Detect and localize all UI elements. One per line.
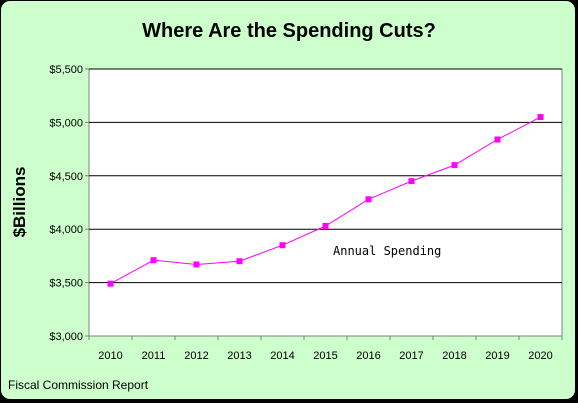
data-point <box>279 242 286 249</box>
data-point <box>236 258 243 265</box>
x-tick-label: 2019 <box>485 350 509 362</box>
x-tick-label: 2020 <box>528 350 552 362</box>
data-point <box>537 114 544 121</box>
x-tick-labels: 2010 2011 2012 2013 2014 2015 2016 2017 2018 2019… <box>98 350 552 362</box>
x-tick-marks <box>88 336 563 340</box>
x-tick-label: 2011 <box>142 350 166 362</box>
x-tick-label: 2017 <box>399 350 423 362</box>
y-tick-label: $3,500 <box>49 278 83 290</box>
x-tick-label: 2018 <box>442 350 466 362</box>
y-tick-label: $4,000 <box>49 224 83 236</box>
data-point <box>494 136 501 143</box>
y-tick-label: $5,500 <box>49 64 83 76</box>
data-point <box>365 196 372 203</box>
data-point <box>107 280 114 287</box>
data-point <box>451 162 458 169</box>
data-point <box>193 261 200 268</box>
series-points <box>107 114 544 287</box>
y-tick-label: $3,000 <box>49 331 83 343</box>
y-tick-labels: $3,000 $3,500 $4,000 $4,500 $5,000 $5,500 <box>49 64 83 343</box>
data-point <box>150 257 157 264</box>
x-tick-label: 2014 <box>270 350 294 362</box>
source-note: Fiscal Commission Report <box>8 378 149 392</box>
plot-area <box>88 68 563 337</box>
y-tick-label: $4,500 <box>49 171 83 183</box>
data-point <box>408 178 415 185</box>
x-tick-label: 2015 <box>313 350 337 362</box>
grid-lines <box>85 68 562 337</box>
x-tick-label: 2013 <box>227 350 251 362</box>
chart-title: Where Are the Spending Cuts? <box>142 20 436 42</box>
data-point <box>322 222 329 229</box>
y-tick-label: $5,000 <box>49 117 83 129</box>
x-tick-label: 2012 <box>184 350 208 362</box>
x-tick-label: 2016 <box>356 350 380 362</box>
series-label-annual-spending: Annual Spending <box>333 244 441 258</box>
x-tick-label: 2010 <box>98 350 122 362</box>
